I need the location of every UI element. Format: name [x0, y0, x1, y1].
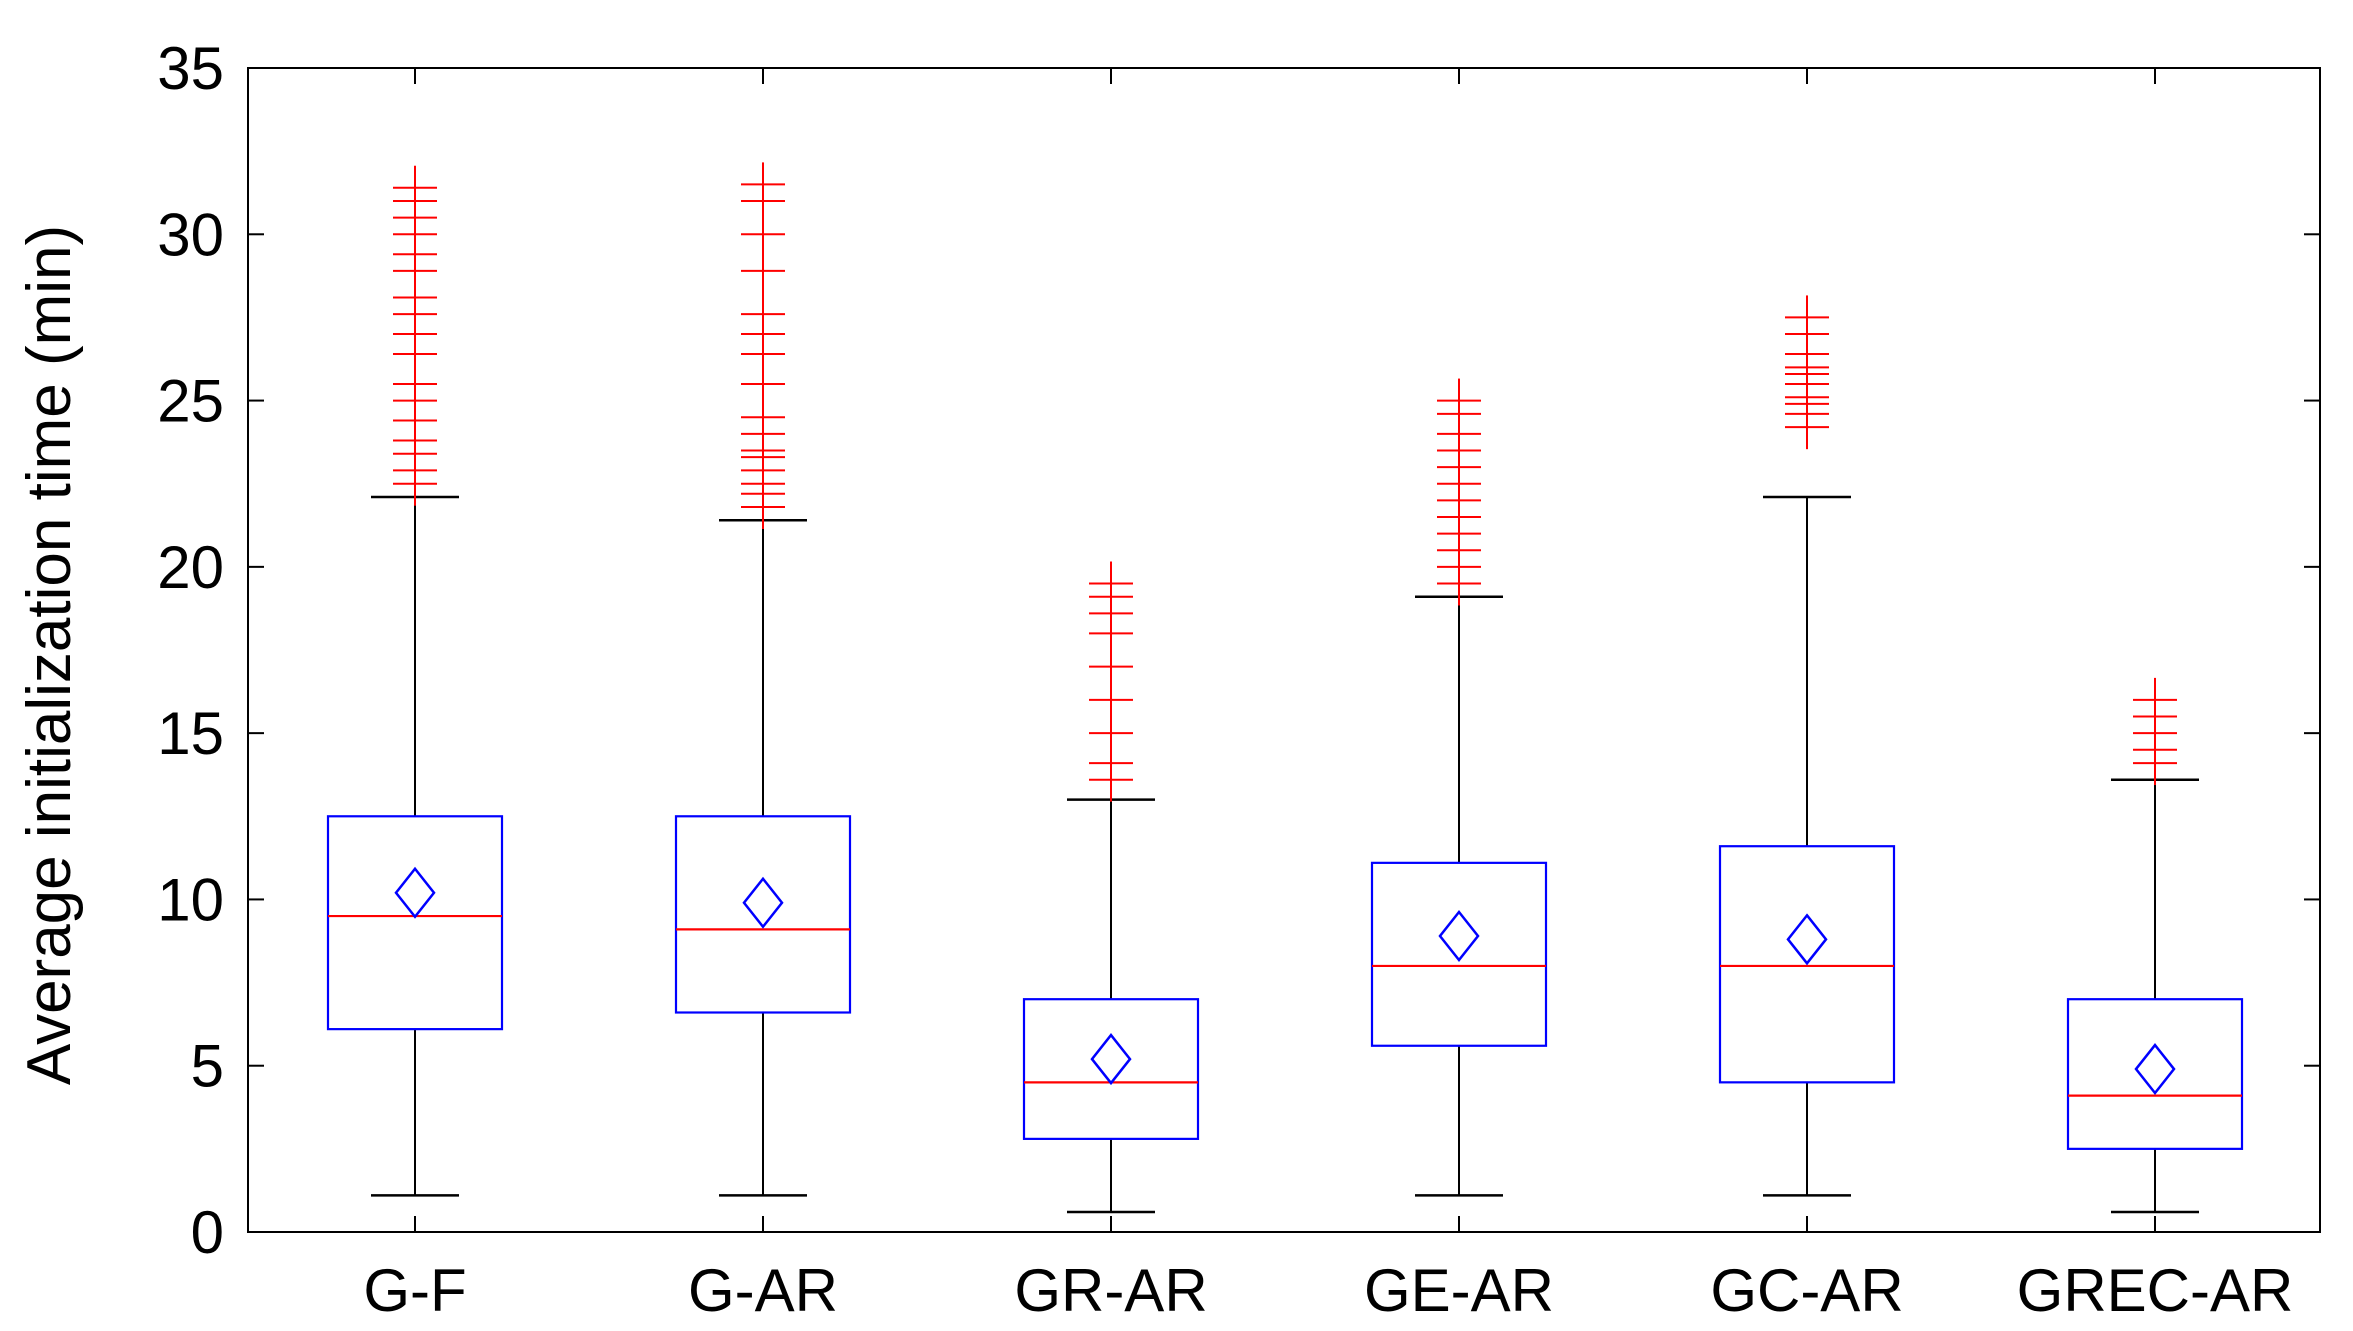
y-tick-label: 5 — [191, 1033, 224, 1100]
y-axis-ticks: 0 5 10 15 20 25 30 35 — [157, 35, 2320, 1266]
box-group — [1370, 378, 1548, 1197]
box-group — [674, 162, 852, 1197]
mean-diamond-marker — [1438, 909, 1480, 963]
x-category-label: G-AR — [688, 1257, 838, 1324]
y-tick-label: 20 — [157, 534, 224, 601]
mean-diamond-marker — [2134, 1043, 2176, 1096]
outlier-point — [1437, 378, 1481, 423]
x-category-label: G-F — [363, 1257, 466, 1324]
mean-diamond-marker — [1786, 913, 1828, 966]
iqr-box — [326, 815, 504, 1031]
x-category-label: GE-AR — [1364, 1257, 1554, 1324]
mean-diamond-marker — [742, 876, 784, 929]
outlier-point — [2133, 677, 2177, 722]
plot-frame — [247, 67, 2321, 1233]
y-axis-title: Average initialization time (min) — [15, 225, 84, 1085]
y-tick-label: 30 — [157, 201, 224, 268]
x-category-label: GR-AR — [1014, 1257, 1207, 1324]
outlier-point — [1089, 561, 1133, 606]
box-group — [1022, 561, 1200, 1214]
outlier-point — [1785, 295, 1829, 340]
outlier-point — [741, 162, 785, 207]
x-category-label: GREC-AR — [2017, 1257, 2294, 1324]
y-tick-label: 0 — [191, 1199, 224, 1266]
iqr-box — [1718, 845, 1896, 1084]
plot-frame-layer — [247, 67, 2321, 1233]
box-group — [326, 165, 504, 1197]
x-category-label: GC-AR — [1710, 1257, 1903, 1324]
outlier-point — [741, 292, 785, 337]
mean-diamond-marker — [394, 866, 436, 919]
outlier-point — [393, 165, 437, 210]
y-tick-label: 10 — [157, 866, 224, 933]
mean-diamond-marker — [1090, 1033, 1132, 1086]
box-group — [2066, 677, 2244, 1214]
y-tick-label: 25 — [157, 368, 224, 435]
x-axis-ticks: G-F G-AR GR-AR GE-AR GC-AR GREC-AR — [363, 68, 2293, 1324]
y-tick-label: 15 — [157, 700, 224, 767]
y-tick-label: 35 — [157, 35, 224, 102]
box-group — [1718, 295, 1896, 1197]
box-series — [326, 162, 2244, 1214]
